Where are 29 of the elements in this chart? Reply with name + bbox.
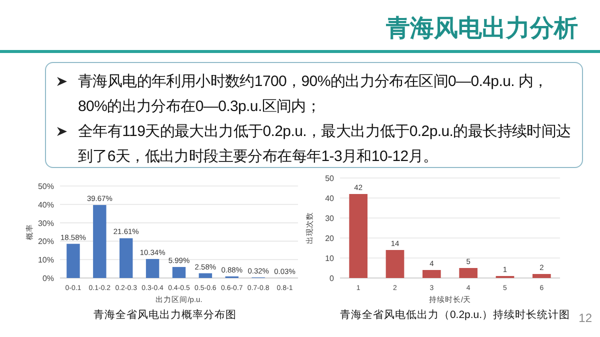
text: 全年有119天的最大出力低于0.2p.u.，最大出力低于0.2p.u.的最长持续时间达到了6天，低出力时段主要分布在每年1-3月和10-12月。: [78, 122, 572, 167]
y-tick-label: 30%: [38, 218, 54, 228]
y-tick-label: 40%: [38, 200, 54, 210]
bar: [386, 250, 404, 278]
y-tick-label: 40: [325, 194, 335, 203]
y-tick-label: 10: [325, 254, 335, 263]
bar: [146, 258, 160, 278]
bar: [422, 270, 441, 278]
y-tick-label: 20%: [38, 237, 54, 246]
bar: [172, 266, 186, 278]
bar: [532, 274, 551, 278]
bar: [120, 238, 133, 278]
text: 12: [578, 311, 592, 325]
y-tick-label: 50: [325, 174, 335, 183]
y-tick-label: 10%: [38, 256, 54, 265]
y-tick-label: 50%: [38, 182, 54, 191]
y-tick-label: 30: [325, 214, 335, 223]
y-tick-label: 0%: [42, 274, 54, 283]
text: 青海全省风电低出力（0.2p.u.）持续时长统计图: [340, 308, 570, 321]
text: 青海全省风电出力概率分布图: [94, 308, 236, 321]
bar: [349, 194, 368, 278]
bar: [198, 273, 212, 278]
bar: [459, 268, 478, 278]
y-tick-label: 0: [330, 274, 335, 283]
text: 青海风电出力分析: [386, 14, 578, 44]
text: 青海风电的年利用小时数约1700，90%的出力分布在区间0—0.4p.u. 内， 80%的出力分布在0—0.3p.u.区间内；: [78, 72, 549, 117]
bar: [66, 244, 80, 278]
y-tick-label: 20: [325, 234, 335, 243]
bar: [93, 205, 106, 278]
